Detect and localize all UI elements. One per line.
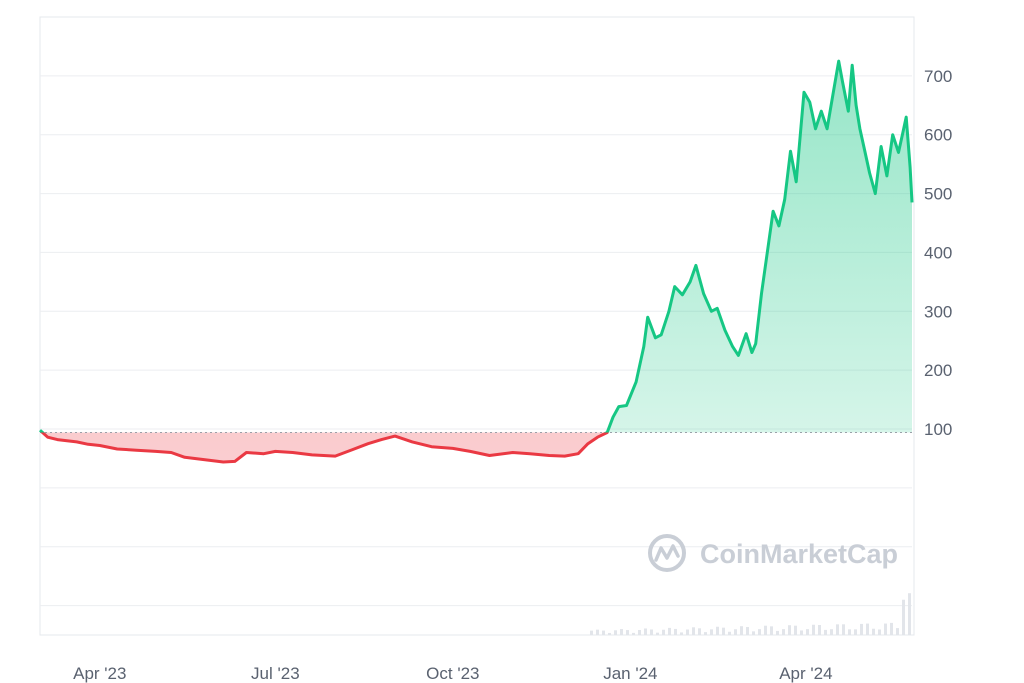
volume-bar (842, 624, 845, 635)
volume-bar (776, 630, 779, 635)
x-axis: Apr '23 Jul '23 Oct '23 Jan '24 Apr '24 (73, 664, 832, 683)
volume-bar (770, 626, 773, 635)
area-above-baseline (40, 61, 912, 433)
area-below-baseline (42, 432, 608, 462)
volume-bar (686, 629, 689, 635)
price-line-above (38, 59, 914, 433)
volume-bar (902, 599, 905, 635)
y-axis: 100 200 300 400 500 600 700 (924, 67, 952, 439)
volume-bar (812, 624, 815, 635)
volume-bar (824, 629, 827, 635)
volume-bar (866, 623, 869, 635)
volume-bar (704, 632, 707, 635)
y-tick-label: 400 (924, 243, 952, 262)
volume-bar (692, 627, 695, 635)
volume-bar (710, 629, 713, 635)
volume-bar (620, 629, 623, 635)
plot-frame (39, 16, 915, 636)
volume-bar (860, 623, 863, 635)
watermark-text: CoinMarketCap (700, 539, 898, 569)
price-line-below (40, 432, 609, 464)
volume-bar (632, 632, 635, 635)
volume-bar (830, 629, 833, 635)
y-tick-label: 700 (924, 67, 952, 86)
volume-bar (662, 629, 665, 635)
volume-bar (806, 629, 809, 635)
x-tick-label: Jul '23 (251, 664, 300, 683)
volume-bar (740, 626, 743, 635)
y-tick-label: 200 (924, 361, 952, 380)
volume-bar (788, 625, 791, 635)
volume-bar (752, 631, 755, 635)
volume-bar (698, 628, 701, 635)
volume-bar (764, 625, 767, 635)
volume-bar (626, 630, 629, 635)
volume-bar (746, 627, 749, 635)
volume-bar (728, 631, 731, 635)
y-tick-label: 600 (924, 126, 952, 145)
x-tick-label: Apr '24 (779, 664, 832, 683)
volume-bar (884, 623, 887, 635)
y-tick-label: 300 (924, 302, 952, 321)
volume-bar (608, 632, 611, 635)
volume-bar (590, 630, 593, 635)
volume-bar (794, 625, 797, 635)
x-tick-label: Jan '24 (603, 664, 657, 683)
volume-bar (890, 622, 893, 635)
volume-bar (800, 630, 803, 635)
y-tick-label: 100 (924, 420, 952, 439)
volume-bar (758, 629, 761, 635)
volume-bars (590, 593, 911, 635)
volume-bar (656, 632, 659, 635)
volume-bar (716, 626, 719, 635)
volume-bar (782, 629, 785, 635)
volume-bar (596, 629, 599, 635)
x-tick-label: Apr '23 (73, 664, 126, 683)
volume-bar (680, 632, 683, 635)
volume-bar (854, 629, 857, 635)
volume-bar (836, 624, 839, 635)
volume-bar (848, 629, 851, 635)
volume-bar (734, 629, 737, 635)
volume-bar (650, 629, 653, 635)
volume-bar (614, 630, 617, 635)
volume-bar (638, 630, 641, 635)
volume-bar (896, 628, 899, 635)
coinmarketcap-logo-icon (648, 534, 686, 572)
volume-bar (818, 624, 821, 635)
volume-bar (878, 629, 881, 635)
volume-bar (668, 627, 671, 635)
volume-bar (674, 628, 677, 635)
y-tick-label: 500 (924, 185, 952, 204)
volume-bar (908, 593, 911, 635)
volume-bar (872, 628, 875, 635)
volume-bar (602, 630, 605, 635)
x-tick-label: Oct '23 (426, 664, 479, 683)
volume-bar (722, 627, 725, 635)
volume-bar (644, 628, 647, 635)
watermark: CoinMarketCap (648, 534, 898, 572)
